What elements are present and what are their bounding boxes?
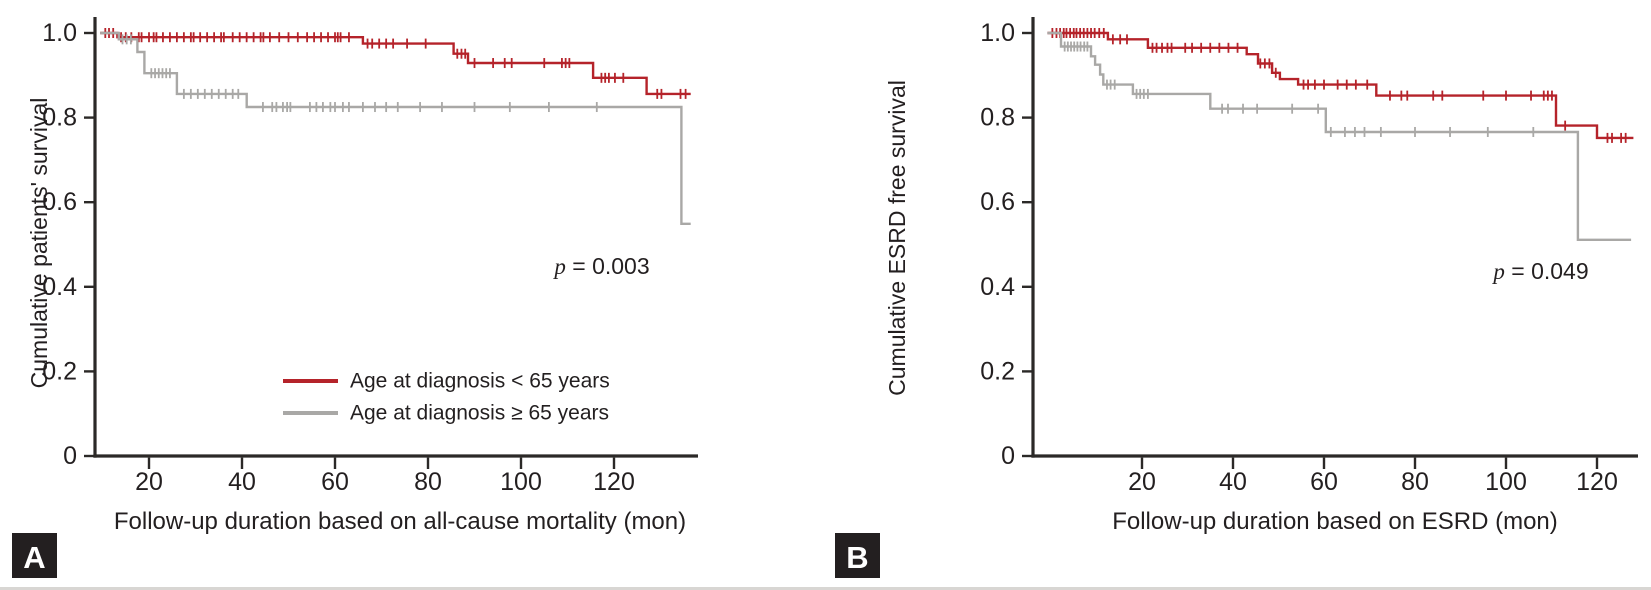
- p-value-symbol: p: [552, 254, 566, 279]
- y-tick-label: 0: [63, 442, 77, 470]
- panel-letter-box: [12, 533, 57, 578]
- x-tick-label: 20: [135, 468, 163, 496]
- series-age-lt65-curve: [1047, 31, 1634, 140]
- x-tick-label: 60: [321, 468, 349, 496]
- y-tick-label: 0.6: [42, 188, 77, 216]
- y-axis-title: Cumulative ESRD free survival: [884, 80, 910, 396]
- p-value-text: p = 0.003: [552, 253, 649, 279]
- y-tick-label: 0.6: [980, 188, 1015, 216]
- legend-label: Age at diagnosis < 65 years: [350, 370, 610, 393]
- p-value-text: p = 0.049: [1491, 258, 1588, 284]
- panel-letter: B: [846, 540, 868, 575]
- x-tick-label: 100: [500, 468, 542, 496]
- x-tick-label: 120: [1576, 468, 1618, 496]
- series-age-ge65-censors: [121, 34, 598, 113]
- legend-label: Age at diagnosis ≥ 65 years: [350, 402, 609, 425]
- legend: Age at diagnosis < 65 years Age at diagno…: [283, 370, 610, 425]
- series-age-ge65-censors: [1063, 41, 1535, 137]
- y-tick-label: 0: [1001, 442, 1015, 470]
- x-tick-label: 80: [1401, 468, 1429, 496]
- series-age-lt65-censors: [1051, 28, 1627, 143]
- series-age-ge65-curve: [100, 31, 691, 225]
- panel-A: 1.0 0.8 0.6 0.4 0.2 0 20 40 60 80 100 120 Cumulative…: [12, 17, 698, 578]
- x-tick-label: 40: [1219, 468, 1247, 496]
- y-tick-label: 0.4: [980, 273, 1015, 301]
- y-tick-label: 0.4: [42, 273, 77, 301]
- series-age-ge65-curve: [1047, 31, 1632, 241]
- panel-letter: A: [23, 540, 45, 575]
- x-tick-label: 40: [228, 468, 256, 496]
- series-age-lt65-curve: [100, 31, 691, 96]
- panel-B: 1.0 0.8 0.6 0.4 0.2 0 20 40 60 80 100 120 Cumulative…: [835, 17, 1638, 578]
- p-value-number: = 0.003: [566, 253, 650, 279]
- x-tick-label: 120: [593, 468, 635, 496]
- x-axis-title: Follow-up duration based on all-cause mo…: [114, 508, 686, 535]
- x-tick-label: 60: [1310, 468, 1338, 496]
- x-tick-label: 20: [1128, 468, 1156, 496]
- panel-letter-box: [835, 533, 880, 578]
- y-tick-label: 0.2: [42, 357, 77, 385]
- p-value-number: = 0.049: [1505, 258, 1589, 284]
- series-age-lt65-censors: [104, 28, 687, 99]
- y-axis-title: Cumulative patients' survival: [26, 98, 52, 389]
- p-value-symbol: p: [1491, 259, 1505, 284]
- y-tick-label: 1.0: [980, 19, 1015, 47]
- y-tick-label: 0.8: [980, 104, 1015, 132]
- x-axis-title: Follow-up duration based on ESRD (mon): [1112, 508, 1558, 535]
- y-tick-label: 1.0: [42, 19, 77, 47]
- x-tick-label: 80: [414, 468, 442, 496]
- bottom-divider: [0, 587, 1651, 590]
- x-tick-label: 100: [1485, 468, 1527, 496]
- y-tick-label: 0.8: [42, 104, 77, 132]
- y-tick-label: 0.2: [980, 357, 1015, 385]
